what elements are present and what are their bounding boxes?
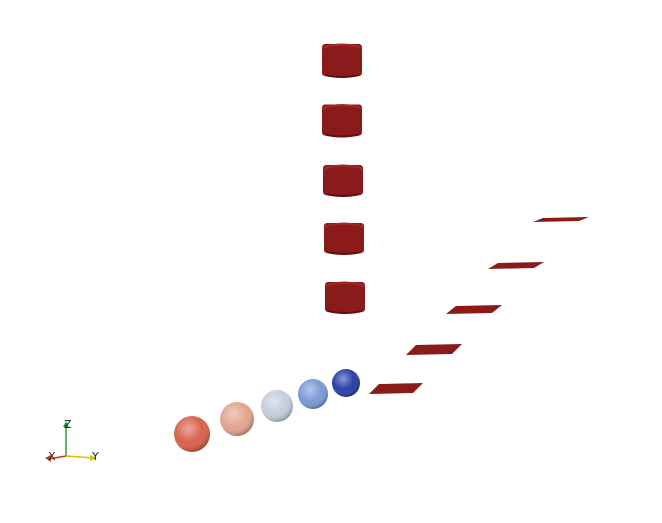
- cube-3[interactable]: [322, 164, 364, 197]
- sphere-2[interactable]: [220, 402, 254, 436]
- sphere-row: [174, 369, 360, 452]
- x-axis-label: X: [48, 450, 56, 463]
- plane-5[interactable]: [533, 217, 589, 222]
- cube-2[interactable]: [321, 104, 363, 138]
- cube-top-edge: [323, 222, 365, 228]
- sphere-shading: [174, 416, 210, 452]
- plane-4[interactable]: [488, 262, 544, 269]
- cube-bottom-edge: [324, 74, 360, 78]
- cube-body: [324, 223, 364, 253]
- sphere-shading: [220, 402, 254, 436]
- cube-top-edge: [321, 43, 363, 49]
- cube-1[interactable]: [321, 43, 363, 78]
- y-axis-label: Y: [91, 450, 99, 463]
- sphere-shading: [298, 379, 328, 409]
- cube-body: [323, 165, 363, 195]
- y-axis-arrowhead: [90, 455, 97, 461]
- cube-bottom-edge: [324, 133, 360, 138]
- plane-1[interactable]: [369, 383, 423, 394]
- cube-stack: [321, 43, 366, 314]
- sphere-5[interactable]: [332, 369, 360, 397]
- cube-body: [325, 282, 365, 312]
- plane-2[interactable]: [406, 344, 462, 355]
- z-axis-label: Z: [64, 418, 72, 431]
- sphere-shading: [332, 369, 360, 397]
- x-axis-line: [48, 455, 67, 460]
- cube-bottom-edge: [327, 310, 363, 314]
- cube-top-edge: [322, 164, 364, 170]
- orientation-axes-triad[interactable]: Z Y X: [45, 418, 99, 463]
- sphere-shading: [261, 390, 293, 422]
- y-axis-line: [65, 455, 95, 459]
- sphere-3[interactable]: [261, 390, 293, 422]
- sphere-1[interactable]: [174, 416, 210, 452]
- x-axis-arrowhead: [45, 455, 51, 462]
- plane-3[interactable]: [446, 305, 502, 314]
- cube-body: [322, 104, 362, 136]
- plane-row: [369, 217, 589, 394]
- cube-5[interactable]: [324, 281, 366, 314]
- cube-bottom-edge: [325, 193, 361, 197]
- sphere-4[interactable]: [298, 379, 328, 409]
- cube-top-edge: [324, 281, 366, 287]
- z-axis-arrowhead: [63, 421, 69, 427]
- cube-4[interactable]: [323, 222, 365, 255]
- cube-body: [322, 44, 362, 76]
- cube-top-edge: [321, 104, 363, 110]
- cube-bottom-edge: [326, 251, 362, 255]
